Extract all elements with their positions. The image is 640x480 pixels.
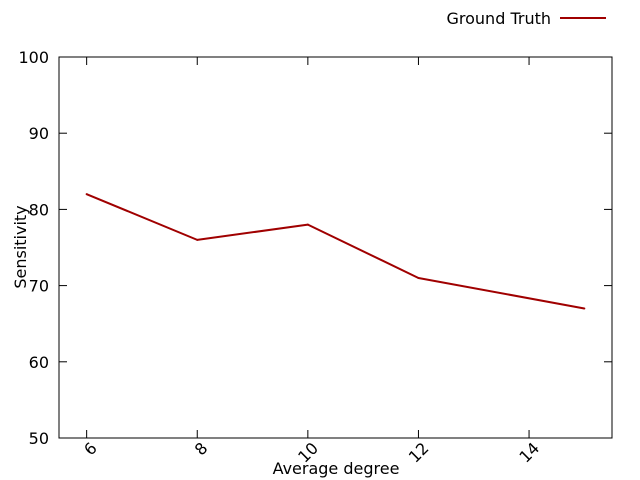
legend-label: Ground Truth [447, 9, 552, 28]
y-tick-label: 100 [18, 48, 49, 67]
data-point [196, 238, 199, 241]
x-tick-label: 14 [515, 439, 543, 467]
data-point [417, 276, 420, 279]
y-tick-label: 80 [29, 200, 49, 219]
data-point [306, 223, 309, 226]
y-tick-label: 50 [29, 429, 49, 448]
x-tick-label: 8 [191, 439, 212, 460]
plot-frame [58, 56, 613, 439]
y-tick-label: 90 [29, 124, 49, 143]
x-tick-label: 6 [80, 439, 101, 460]
y-axis-title: Sensitivity [11, 205, 30, 288]
y-tick-label: 60 [29, 353, 49, 372]
data-point [85, 193, 88, 196]
data-point [583, 307, 586, 310]
legend: Ground Truth [447, 9, 606, 28]
series-line [86, 193, 585, 310]
series-layer [85, 193, 586, 310]
axis-ticks [59, 56, 612, 439]
x-axis-title: Average degree [273, 459, 400, 478]
x-tick-label: 12 [405, 439, 433, 467]
y-tick-label: 70 [29, 277, 49, 296]
